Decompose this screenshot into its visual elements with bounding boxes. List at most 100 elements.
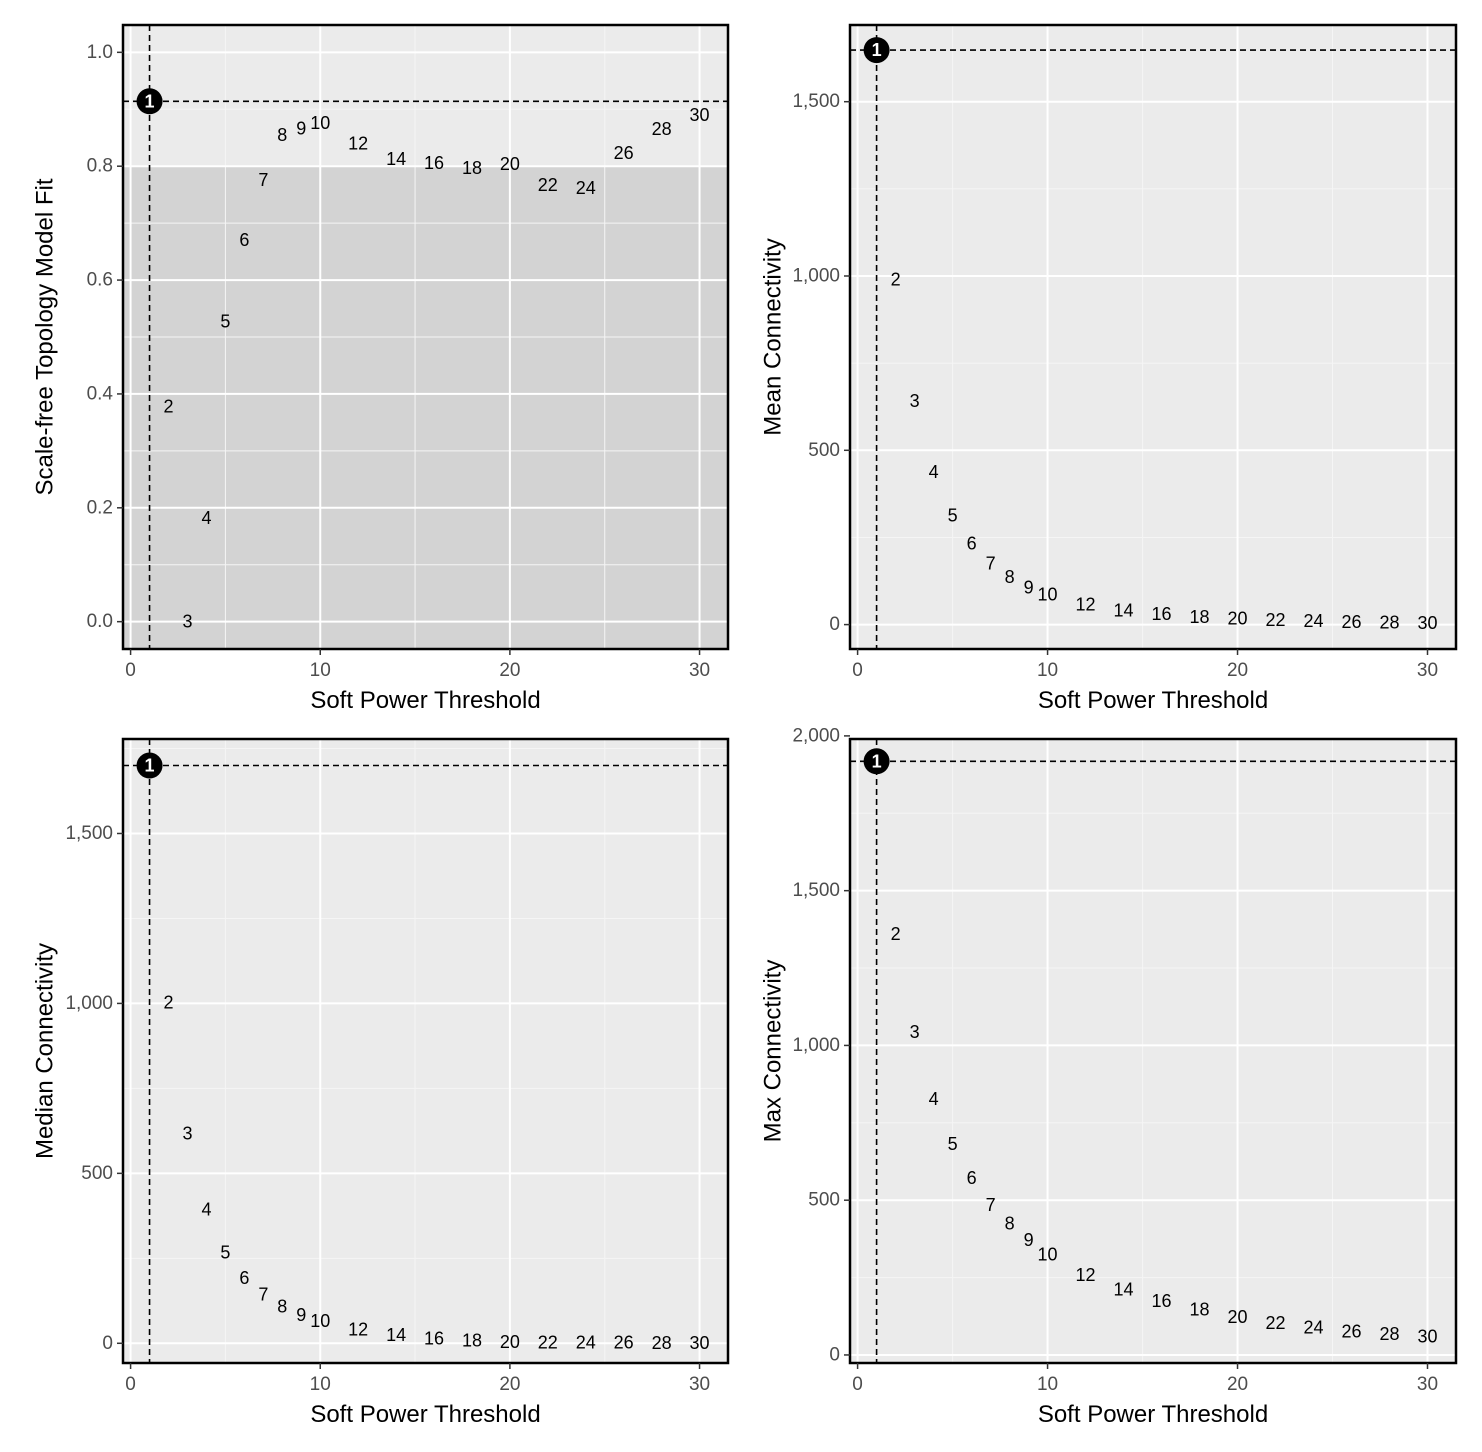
data-point-label: 5 [220, 1243, 230, 1263]
highlight-point[interactable] [136, 752, 163, 779]
x-tick-label: 10 [1037, 1374, 1058, 1395]
data-point-label: 22 [1266, 1313, 1286, 1333]
y-tick-label: 0 [102, 1333, 113, 1354]
y-tick-label: 0.8 [87, 156, 113, 177]
data-point-label: 16 [424, 1329, 444, 1349]
data-point-label: 24 [1304, 611, 1324, 631]
data-point-label: 26 [1342, 1321, 1362, 1341]
y-tick-label: 500 [808, 1190, 840, 1211]
threshold-shading [123, 166, 728, 649]
data-point-label: 22 [538, 1332, 558, 1352]
data-point-label: 9 [296, 1305, 306, 1325]
y-tick-label: 1,500 [65, 823, 113, 844]
y-axis-title: Scale-free Topology Model Fit [32, 178, 59, 495]
data-point-label: 16 [1152, 1291, 1172, 1311]
data-point-label: 6 [967, 534, 977, 554]
x-tick-label: 10 [310, 660, 331, 681]
data-point-label: 20 [500, 154, 520, 174]
data-point-label: 9 [296, 119, 306, 139]
highlight-point[interactable] [863, 37, 890, 64]
data-point-label: 7 [986, 554, 996, 574]
x-tick-label: 10 [310, 1374, 331, 1395]
data-point-label: 12 [348, 1320, 368, 1340]
data-point-label: 30 [1417, 613, 1437, 633]
panel-border [121, 23, 730, 651]
data-point-label: 10 [1038, 585, 1058, 605]
highlight-point-label: 1 [872, 40, 882, 60]
data-point-label: 9 [1024, 1230, 1034, 1250]
data-point-label: 5 [948, 505, 958, 525]
x-axis-title: Soft Power Threshold [310, 687, 540, 714]
highlight-point[interactable] [136, 88, 163, 115]
data-point-label: 3 [182, 1124, 192, 1144]
data-point-label: 14 [1114, 1279, 1134, 1299]
data-point-label: 10 [1038, 1244, 1058, 1264]
y-tick-label: 1,000 [792, 265, 840, 286]
x-tick-label: 30 [1417, 1374, 1438, 1395]
data-point-label: 18 [1190, 607, 1210, 627]
data-point-label: 2 [891, 269, 901, 289]
y-axis-title: Mean Connectivity [760, 238, 787, 435]
plot-background [850, 739, 1456, 1363]
x-axis-title: Soft Power Threshold [310, 1401, 540, 1428]
y-tick-label: 1,000 [65, 993, 113, 1014]
y-tick-label: 1.0 [87, 42, 113, 63]
y-tick-label: 2,000 [792, 725, 840, 746]
y-tick-label: 1,000 [792, 1035, 840, 1056]
data-point-label: 7 [258, 1284, 268, 1304]
data-point-label: 28 [652, 1333, 672, 1353]
highlight-point-label: 1 [872, 751, 882, 771]
data-point-label: 4 [929, 462, 939, 482]
data-point-label: 7 [258, 170, 268, 190]
x-tick-label: 0 [852, 1374, 863, 1395]
y-tick-label: 0.4 [87, 383, 114, 404]
data-point-label: 22 [538, 175, 558, 195]
data-point-label: 20 [500, 1332, 520, 1352]
panel-border [848, 737, 1458, 1365]
x-tick-label: 20 [499, 1374, 520, 1395]
data-point-label: 8 [1005, 567, 1015, 587]
data-point-label: 2 [891, 924, 901, 944]
data-point-label: 16 [424, 153, 444, 173]
data-point-label: 12 [348, 133, 368, 153]
highlight-point-label: 1 [145, 91, 155, 111]
x-tick-label: 30 [689, 1374, 710, 1395]
data-point-label: 8 [277, 125, 287, 145]
data-point-label: 26 [614, 1333, 634, 1353]
x-tick-label: 20 [1227, 1374, 1248, 1395]
data-point-label: 5 [220, 312, 230, 332]
data-point-label: 2 [164, 993, 174, 1013]
data-point-label: 12 [1076, 1265, 1096, 1285]
panel-border [848, 23, 1458, 651]
data-point-label: 20 [1228, 609, 1248, 629]
x-tick-label: 0 [852, 660, 863, 681]
data-point-label: 9 [1024, 577, 1034, 597]
highlight-point[interactable] [863, 748, 890, 775]
data-point-label: 22 [1266, 610, 1286, 630]
data-point-label: 26 [1342, 612, 1362, 632]
x-axis-title: Soft Power Threshold [1038, 687, 1268, 714]
data-point-label: 14 [1114, 600, 1134, 620]
panel-border [121, 737, 730, 1365]
data-point-label: 6 [967, 1168, 977, 1188]
data-point-label: 10 [310, 1311, 330, 1331]
highlight-point-label: 1 [145, 756, 155, 776]
data-point-label: 24 [576, 178, 596, 198]
y-tick-label: 1,500 [792, 880, 840, 901]
y-tick-label: 0 [829, 614, 840, 635]
data-point-label: 6 [239, 230, 249, 250]
y-axis-title: Median Connectivity [32, 943, 59, 1159]
data-point-label: 24 [576, 1333, 596, 1353]
x-tick-label: 20 [499, 660, 520, 681]
data-point-label: 28 [1379, 1324, 1399, 1344]
data-point-label: 3 [910, 1022, 920, 1042]
data-point-label: 2 [164, 396, 174, 416]
data-point-label: 3 [182, 612, 192, 632]
data-point-label: 4 [201, 508, 211, 528]
data-point-label: 20 [1228, 1307, 1248, 1327]
